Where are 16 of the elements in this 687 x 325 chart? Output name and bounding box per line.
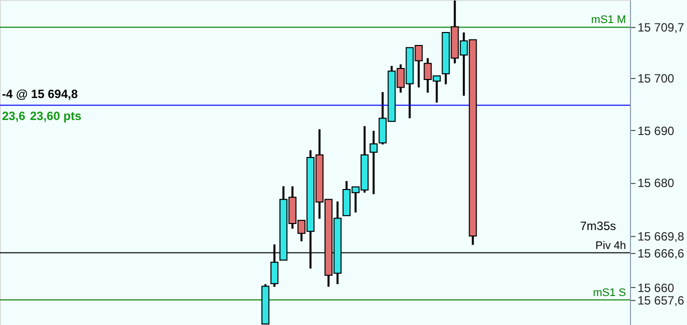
y-tick-label: 15 700 [638, 71, 675, 86]
ref-line-label: mS1 M [591, 14, 626, 26]
y-tick-label: 15 669,8 [638, 230, 685, 244]
y-tick-label: 15 660 [638, 280, 675, 295]
annotation: -4 @ 15 694,8 [2, 87, 78, 101]
ref-line-label: mS1 S [592, 286, 626, 299]
annotation: 7m35s [580, 219, 616, 233]
y-tick-label: 15 690 [638, 124, 675, 138]
y-tick-label: 15 657,6 [638, 293, 685, 308]
y-tick-label: 15 666,6 [638, 246, 685, 260]
y-tick-label: 15 709,7 [638, 20, 685, 35]
annotation: 23,6 [2, 109, 26, 123]
candlestick [370, 130, 378, 196]
y-tick-label: 15 680 [638, 176, 675, 190]
ref-line-label: Piv 4h [595, 240, 626, 252]
annotation: 23,60 pts [30, 109, 82, 123]
